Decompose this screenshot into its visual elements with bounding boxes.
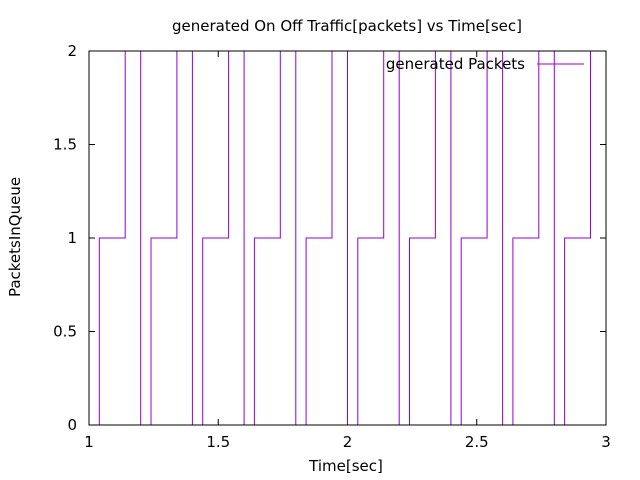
plot-border: [88, 50, 607, 426]
y-tick-label: 1: [67, 229, 77, 247]
x-tick-label: 1.5: [206, 433, 230, 451]
x-tick-label: 2.5: [465, 433, 489, 451]
x-axis-title: Time[sec]: [308, 457, 383, 475]
y-tick-label: 2: [67, 42, 77, 60]
y-tick-label: 0: [67, 416, 77, 434]
legend-label: generated Packets: [386, 55, 525, 73]
legend: generated Packets: [386, 55, 584, 73]
plot-area: [98, 50, 591, 426]
y-axis-title: PacketsInQueue: [6, 177, 24, 297]
y-tick-label: 1.5: [53, 136, 77, 154]
x-tick-label: 1: [84, 433, 94, 451]
x-tick-label: 2: [343, 433, 353, 451]
x-tick-label: 3: [601, 433, 611, 451]
chart-title: generated On Off Traffic[packets] vs Tim…: [172, 17, 522, 35]
y-tick-label: 0.5: [53, 323, 77, 341]
series-line: [98, 50, 591, 426]
